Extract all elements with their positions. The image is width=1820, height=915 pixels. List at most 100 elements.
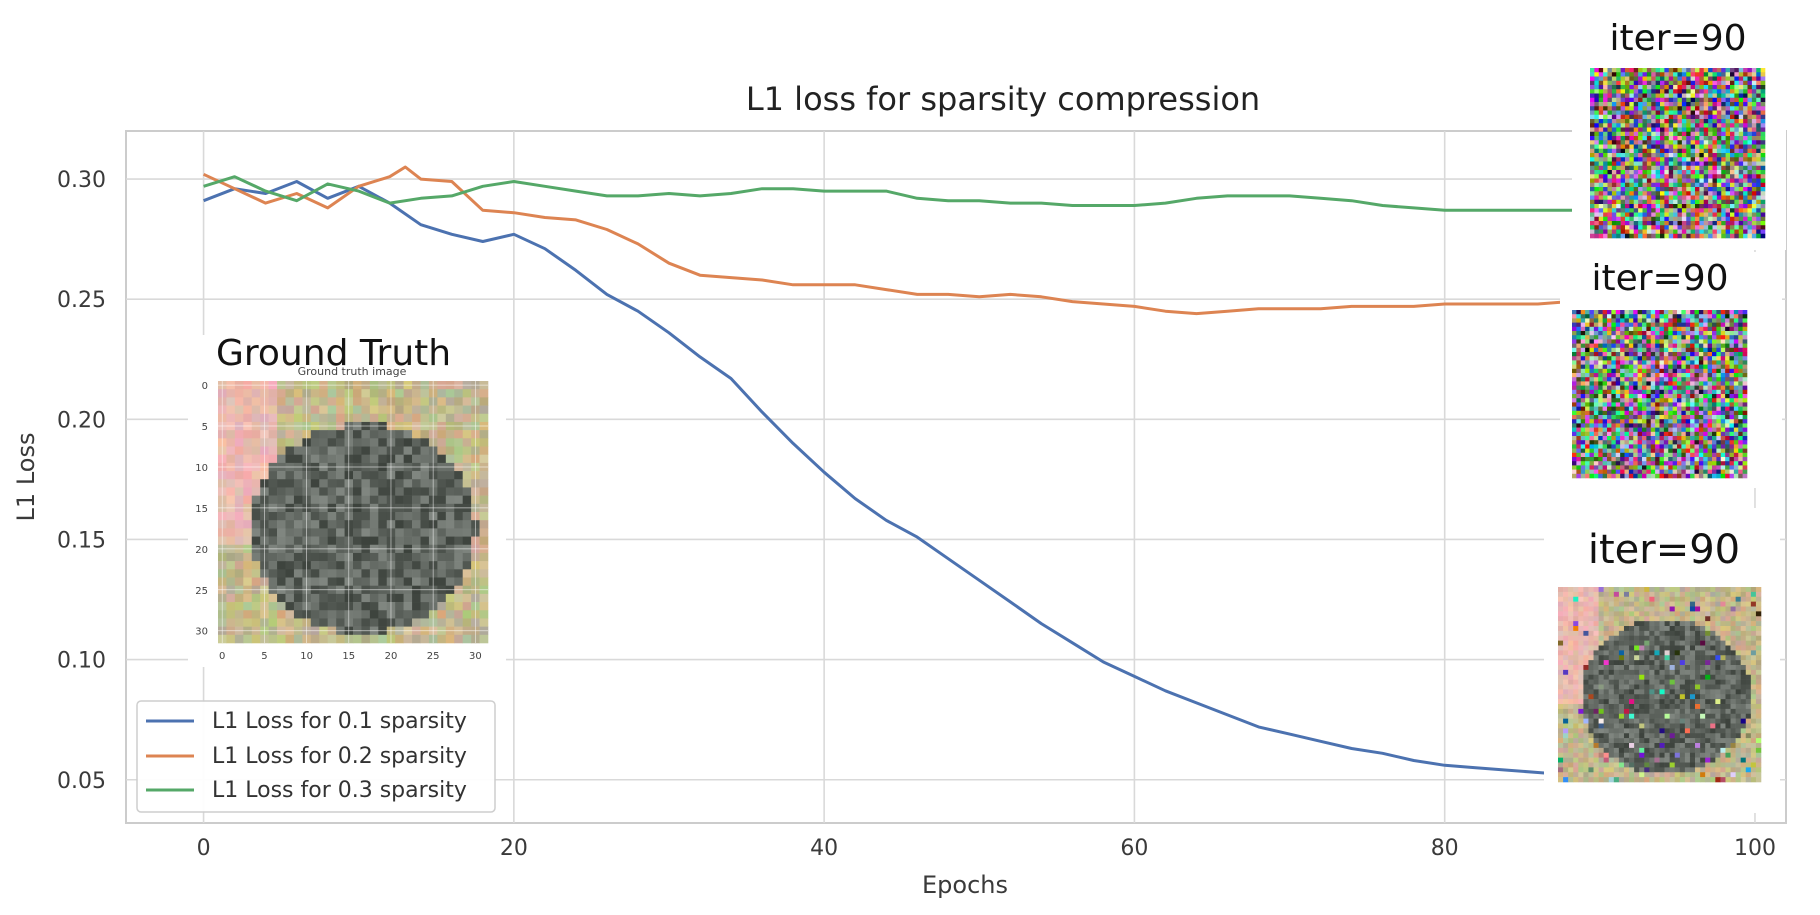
image-pixel (1593, 626, 1599, 632)
image-pixel (1588, 645, 1594, 651)
noise-pixel (1738, 394, 1743, 399)
noise-pixel (1624, 360, 1630, 365)
noise-pixel (1716, 352, 1722, 357)
image-pixel (1664, 660, 1670, 666)
image-pixel (445, 602, 455, 611)
image-pixel (1644, 635, 1650, 641)
noise-pixel (1637, 389, 1643, 395)
noise-pixel (1633, 148, 1639, 154)
noise-pixel (1659, 394, 1665, 399)
image-pixel (445, 397, 455, 406)
noise-pixel (1659, 356, 1665, 361)
noise-pixel (1598, 80, 1604, 86)
noise-pixel (1598, 76, 1604, 82)
noise-pixel (1668, 335, 1673, 340)
image-pixel (1649, 640, 1655, 646)
noise-pixel (1646, 431, 1652, 437)
noise-pixel (1738, 385, 1743, 391)
image-pixel (479, 479, 489, 488)
noise-pixel (1703, 419, 1708, 424)
image-pixel (369, 389, 379, 398)
noise-pixel (1716, 419, 1722, 424)
image-pixel (319, 634, 328, 644)
noise-pixel (1673, 182, 1678, 188)
image-pixel (1745, 626, 1752, 632)
image-pixel (319, 610, 328, 619)
noise-pixel (1712, 195, 1718, 201)
image-pixel (285, 405, 295, 415)
image-pixel (234, 495, 244, 505)
noise-pixel (1751, 131, 1757, 137)
noise-pixel (1651, 182, 1656, 188)
noise-pixel (1602, 465, 1608, 470)
image-pixel (243, 536, 253, 546)
noise-pixel (1607, 102, 1613, 107)
noise-pixel (1738, 72, 1744, 77)
noise-pixel (1625, 72, 1630, 77)
image-pixel (336, 454, 345, 464)
noise-pixel (1668, 80, 1674, 86)
noise-pixel (1716, 212, 1722, 218)
image-pixel (1705, 660, 1711, 666)
noise-pixel (1725, 431, 1730, 437)
noise-pixel (1629, 178, 1635, 184)
image-pixel (1654, 660, 1660, 666)
image-pixel (1649, 655, 1655, 661)
image-pixel (479, 561, 489, 570)
noise-pixel (1585, 381, 1590, 386)
iteration-label-1: iter=90 (1609, 18, 1746, 59)
noise-pixel (1738, 148, 1744, 154)
noise-pixel (1628, 377, 1634, 382)
noise-pixel (1725, 398, 1730, 403)
noise-pixel (1590, 76, 1595, 82)
noise-pixel (1633, 225, 1639, 230)
noise-pixel (1598, 444, 1603, 449)
noise-pixel (1572, 377, 1577, 382)
image-pixel (462, 438, 472, 447)
image-pixel (1629, 635, 1635, 641)
noise-pixel (1751, 165, 1757, 171)
noise-pixel (1633, 377, 1638, 382)
noise-pixel (1677, 195, 1683, 201)
noise-pixel (1624, 419, 1630, 424)
noise-pixel (1624, 326, 1630, 332)
noise-pixel (1738, 347, 1743, 353)
image-pixel (1689, 640, 1696, 646)
image-pixel (1649, 669, 1655, 676)
noise-pixel (1747, 229, 1753, 235)
noise-pixel (1660, 119, 1665, 124)
noise-pixel (1660, 102, 1665, 107)
image-pixel (1720, 645, 1726, 651)
image-pixel (479, 602, 489, 611)
image-pixel (327, 438, 337, 447)
noise-pixel (1672, 331, 1678, 336)
noise-pixel (1690, 208, 1696, 213)
noise-pixel (1725, 373, 1730, 378)
noise-pixel (1695, 144, 1700, 150)
image-pixel (1659, 611, 1665, 617)
noise-pixel (1677, 144, 1683, 150)
image-pixel (1578, 645, 1584, 651)
noise-pixel (1708, 144, 1713, 150)
image-pixel (437, 487, 447, 496)
noise-pixel (1628, 436, 1634, 441)
noise-pixel (1580, 347, 1586, 353)
noise-pixel (1716, 165, 1722, 171)
noise-pixel (1646, 136, 1652, 141)
noise-pixel (1677, 465, 1682, 470)
noise-pixel (1677, 402, 1682, 407)
image-pixel (462, 610, 472, 619)
noise-pixel (1698, 465, 1704, 470)
noise-pixel (1663, 440, 1669, 445)
noise-pixel (1633, 331, 1638, 336)
noise-pixel (1738, 452, 1743, 458)
noise-pixel (1730, 76, 1735, 82)
noise-pixel (1585, 352, 1590, 357)
noise-pixel (1720, 419, 1726, 424)
image-pixel (395, 397, 404, 406)
noise-pixel (1703, 204, 1709, 209)
image-pixel (293, 569, 303, 578)
noise-pixel (1738, 436, 1743, 441)
noise-pixel (1743, 199, 1748, 205)
